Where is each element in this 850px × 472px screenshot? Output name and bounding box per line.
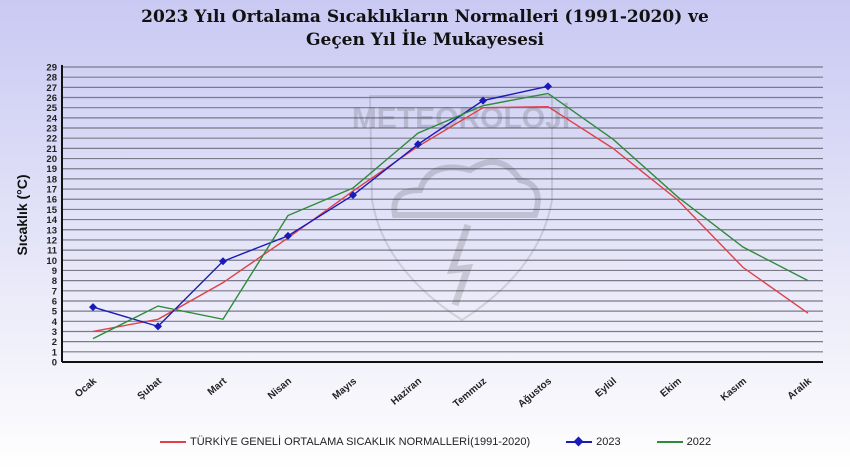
x-tick-label: Kasım <box>719 376 749 404</box>
legend-swatch <box>566 436 593 447</box>
meteoroloji-watermark-logo: METEOROLOJİ <box>352 95 570 322</box>
data-point-marker <box>544 82 552 91</box>
y-tick-label: 24 <box>46 113 57 124</box>
y-tick-label: 15 <box>46 205 57 216</box>
legend-label: 2023 <box>596 436 621 448</box>
x-tick-label: Aralık <box>786 376 815 403</box>
data-point-marker <box>414 140 422 149</box>
data-point-marker <box>89 303 97 312</box>
legend-item: 2023 <box>566 436 621 448</box>
x-tick-label: Nisan <box>266 376 294 402</box>
y-tick-label: 2 <box>52 337 57 348</box>
legend-label: TÜRKİYE GENELİ ORTALAMA SICAKLIK NORMALL… <box>190 436 531 448</box>
legend-swatch <box>160 441 186 443</box>
y-tick-label: 20 <box>46 154 57 165</box>
y-tick-label: 18 <box>46 174 57 185</box>
y-tick-label: 19 <box>46 164 57 175</box>
y-tick-label: 1 <box>52 347 58 358</box>
x-tick-label: Eylül <box>594 376 620 400</box>
y-tick-label: 25 <box>46 103 57 114</box>
data-point-marker <box>154 322 162 331</box>
x-tick-label: Ağustos <box>516 376 554 410</box>
y-tick-label: 3 <box>52 327 57 338</box>
y-tick-label: 11 <box>47 246 58 257</box>
x-tick-label: Mayıs <box>331 376 360 403</box>
y-tick-label: 13 <box>46 225 57 236</box>
x-tick-label: Ocak <box>73 376 99 400</box>
y-tick-label: 27 <box>46 83 57 94</box>
legend-label: 2022 <box>686 436 712 448</box>
y-tick-label: 17 <box>46 185 57 196</box>
y-tick-label: 0 <box>52 358 57 369</box>
y-tick-label: 8 <box>52 276 57 287</box>
x-tick-label: Temmuz <box>451 376 489 410</box>
legend-marker-icon <box>573 436 584 447</box>
y-tick-label: 6 <box>52 296 57 307</box>
x-tick-label: Mart <box>206 375 230 397</box>
data-point-marker <box>219 257 227 266</box>
legend-item: TÜRKİYE GENELİ ORTALAMA SICAKLIK NORMALL… <box>160 436 530 448</box>
y-tick-label: 21 <box>46 144 57 155</box>
y-tick-label: 9 <box>52 266 57 277</box>
y-tick-label: 14 <box>46 215 57 226</box>
x-tick-label: Şubat <box>136 375 165 402</box>
y-tick-label: 4 <box>52 317 58 328</box>
data-point-marker <box>349 191 357 200</box>
series-line-2022 <box>92 92 809 340</box>
legend-item: 2022 <box>656 436 712 448</box>
y-tick-label: 7 <box>52 286 57 297</box>
chart-title-line-1: 2023 Yılı Ortalama Sıcaklıkların Normall… <box>141 7 709 27</box>
legend-swatch <box>656 441 683 443</box>
y-tick-label: 22 <box>46 134 57 145</box>
y-tick-label: 26 <box>46 93 57 104</box>
x-tick-label: Ekim <box>659 376 684 400</box>
legend: TÜRKİYE GENELİ ORTALAMA SICAKLIK NORMALL… <box>160 436 741 448</box>
data-point-marker <box>284 231 292 240</box>
y-tick-label: 29 <box>46 63 57 74</box>
y-axis-label: Sıcaklık (°C) <box>14 174 30 255</box>
chart-title: 2023 Yılı Ortalama Sıcaklıkların Normall… <box>0 6 850 52</box>
y-tick-label: 23 <box>46 124 57 135</box>
series-line-2023 <box>92 85 549 328</box>
chart-title-line-2: Geçen Yıl İle Mukayesesi <box>306 30 544 50</box>
y-tick-label: 16 <box>46 195 57 206</box>
y-tick-label: 5 <box>52 307 58 318</box>
y-tick-label: 10 <box>46 256 57 267</box>
series-line-t-rk-ye-genel-ortalama-sicaklik-normaller-1991-2020- <box>92 105 809 333</box>
y-tick-label: 12 <box>46 235 57 246</box>
y-tick-label: 28 <box>46 73 57 84</box>
x-tick-label: Haziran <box>389 376 424 408</box>
data-point-marker <box>479 96 487 105</box>
